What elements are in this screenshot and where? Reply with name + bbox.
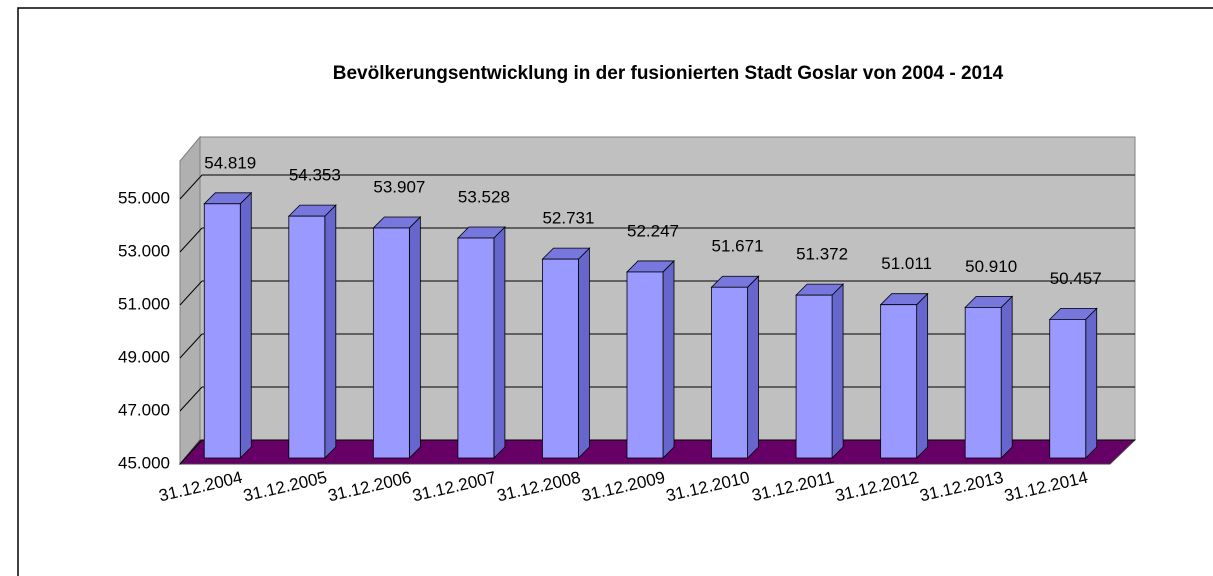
bar [372, 227, 410, 459]
bar-side [1000, 295, 1013, 459]
value-label: 51.372 [796, 245, 848, 264]
side-wall [179, 135, 201, 466]
value-label: 53.528 [458, 187, 510, 206]
bar-side [493, 226, 506, 459]
y-tick-label: 49.000 [118, 347, 170, 366]
value-label: 52.731 [542, 209, 594, 228]
grid-line [179, 439, 203, 465]
chart-title: Bevölkerungsentwicklung in der fusionier… [332, 63, 1004, 84]
bar-side [578, 247, 590, 459]
y-tick-label: 45.000 [118, 453, 170, 472]
y-tick-label: 47.000 [118, 400, 170, 419]
bar-side [408, 215, 421, 459]
bar-side [1085, 307, 1098, 459]
bar-side [831, 283, 844, 459]
bar-side [916, 292, 929, 459]
bar-side [324, 204, 337, 459]
value-label: 50.457 [1050, 269, 1102, 288]
bar-side [747, 275, 759, 459]
grid-line [179, 386, 203, 412]
grid-line [179, 333, 203, 359]
bar [795, 294, 833, 459]
value-label: 52.247 [627, 221, 679, 240]
bar [711, 286, 748, 459]
bar-side [662, 259, 675, 459]
y-tick-label: 55.000 [118, 188, 170, 207]
value-label: 50.910 [965, 257, 1017, 276]
grid-line [179, 280, 203, 306]
y-tick-label: 51.000 [118, 294, 170, 313]
value-label: 54.353 [289, 166, 341, 185]
y-tick-label: 53.000 [118, 241, 170, 260]
value-label: 53.907 [373, 177, 425, 196]
bar [203, 203, 241, 459]
bar [964, 306, 1002, 459]
bar [1049, 318, 1087, 459]
bar-side [239, 191, 252, 459]
bar [288, 215, 326, 459]
bar [626, 271, 664, 459]
value-label: 54.819 [204, 153, 256, 172]
value-label: 51.011 [881, 254, 932, 273]
grid-line [179, 227, 203, 253]
bar [880, 304, 918, 459]
grid-line [179, 174, 203, 200]
value-label: 51.671 [712, 237, 764, 256]
bar [457, 237, 495, 459]
bar [542, 258, 579, 459]
